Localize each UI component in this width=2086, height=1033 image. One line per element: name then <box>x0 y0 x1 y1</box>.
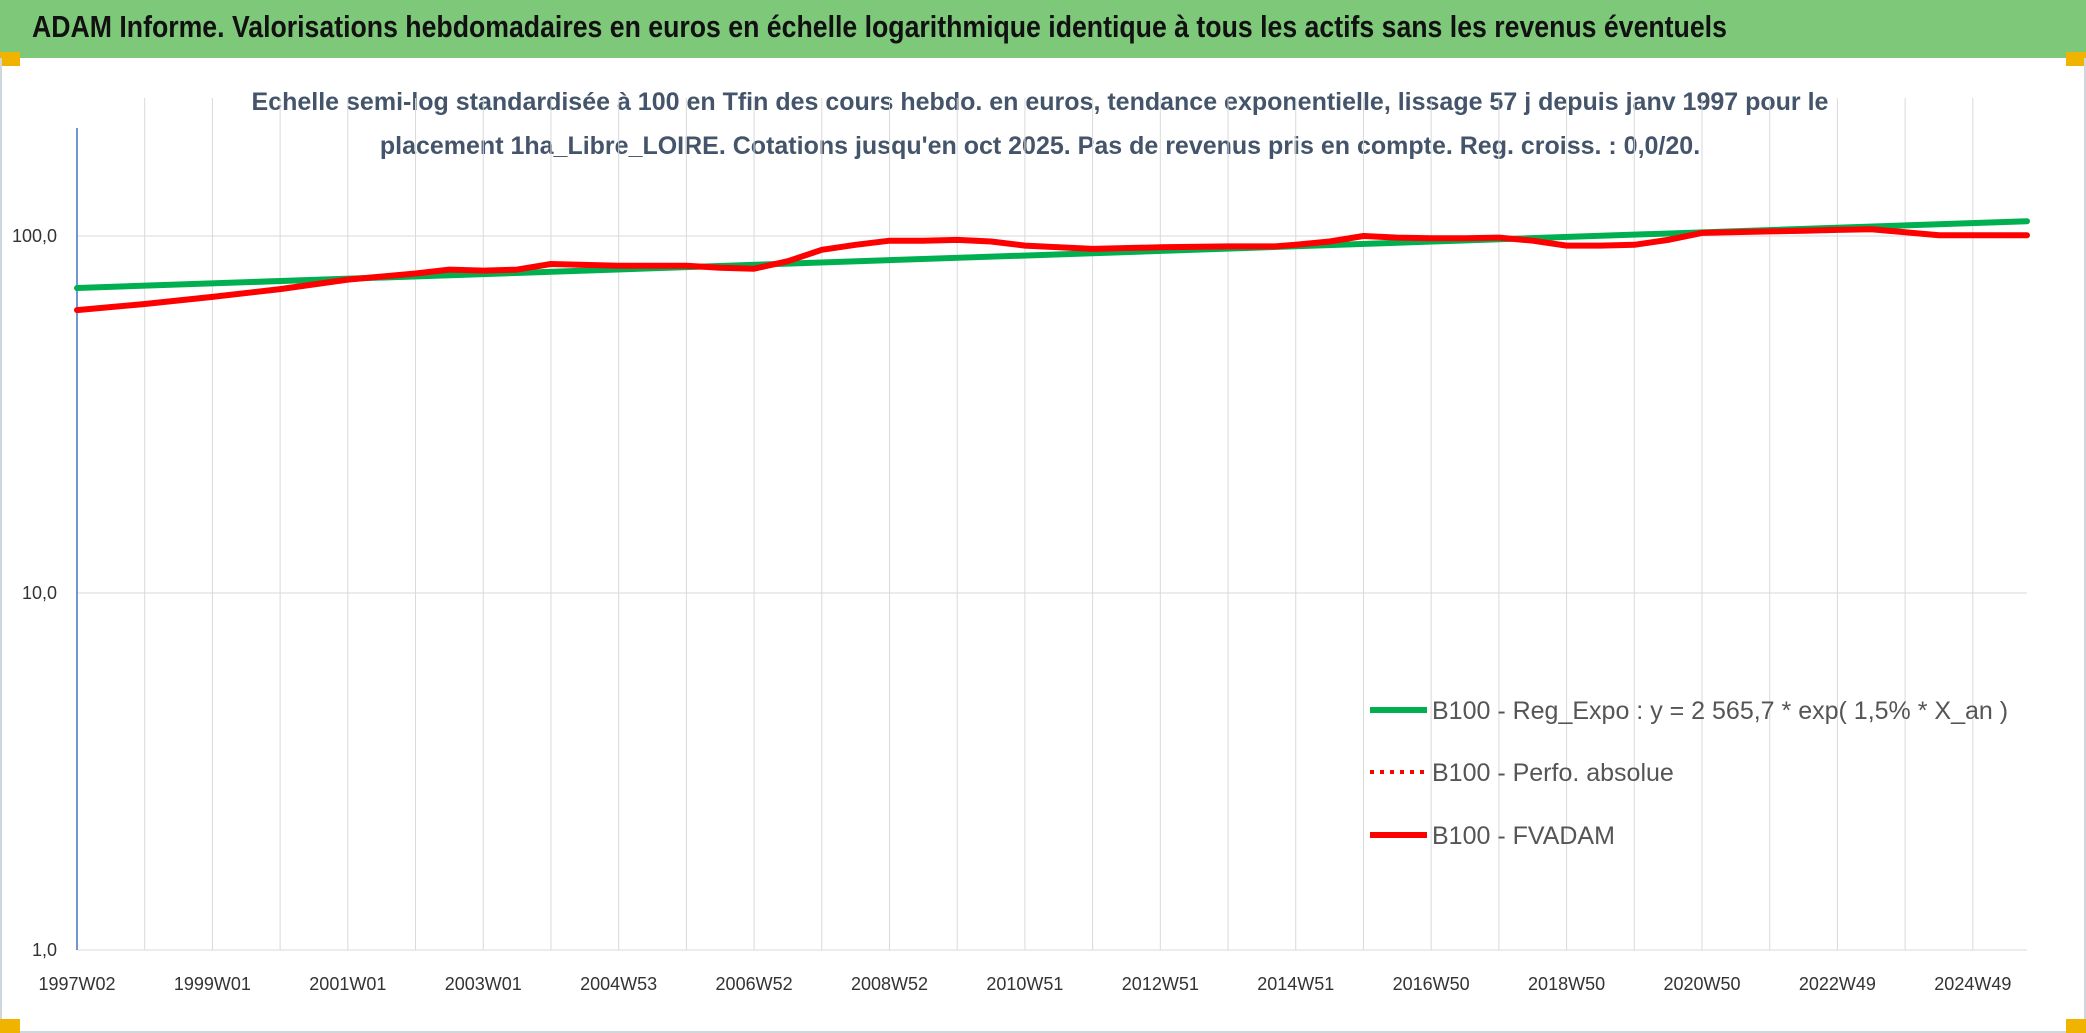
legend: B100 - Reg_Expo : y = 2 565,7 * exp( 1,5… <box>1370 697 2008 850</box>
x-tick-label: 2024W49 <box>1934 974 2011 994</box>
x-tick-label: 2020W50 <box>1663 974 1740 994</box>
x-tick-label: 2014W51 <box>1257 974 1334 994</box>
corner-marker <box>0 1019 20 1033</box>
x-tick-label: 2022W49 <box>1799 974 1876 994</box>
x-tick-label: 1999W01 <box>174 974 251 994</box>
legend-label: B100 - Reg_Expo : y = 2 565,7 * exp( 1,5… <box>1432 697 2008 725</box>
chart-title: Echelle semi-log standardisée à 100 en T… <box>251 88 1829 116</box>
legend-label: B100 - FVADAM <box>1432 822 1615 850</box>
legend-label: B100 - Perfo. absolue <box>1432 759 1674 787</box>
y-tick-label: 1,0 <box>32 940 57 960</box>
report-banner: ADAM Informe. Valorisations hebdomadaire… <box>0 0 2086 58</box>
corner-marker <box>2066 52 2086 66</box>
grid-layer <box>77 98 2027 951</box>
y-tick-label: 10,0 <box>22 583 57 603</box>
x-tick-label: 2016W50 <box>1393 974 1470 994</box>
x-tick-label: 2004W53 <box>580 974 657 994</box>
x-tick-label: 2008W52 <box>851 974 928 994</box>
y-tick-label: 100,0 <box>12 226 57 246</box>
x-tick-label: 2006W52 <box>716 974 793 994</box>
corner-marker <box>0 52 20 66</box>
series-line-3 <box>74 226 2030 314</box>
corner-marker <box>2066 1019 2086 1033</box>
chart-subtitle: placement 1ha_Libre_LOIRE. Cotations jus… <box>379 132 1701 160</box>
x-tick-label: 2012W51 <box>1122 974 1199 994</box>
x-tick-label: 2001W01 <box>309 974 386 994</box>
x-tick-label: 2018W50 <box>1528 974 1605 994</box>
x-tick-label: 2010W51 <box>986 974 1063 994</box>
x-tick-label: 2003W01 <box>445 974 522 994</box>
x-tick-label: 1997W02 <box>38 974 115 994</box>
series-layer <box>74 218 2030 314</box>
report-title: ADAM Informe. Valorisations hebdomadaire… <box>32 9 1727 44</box>
axis-layer: 1,0 10,0 100,0 1997W02 1999W01 2001W01 2003W01… <box>12 128 2011 994</box>
chart-frame <box>0 58 2086 1033</box>
